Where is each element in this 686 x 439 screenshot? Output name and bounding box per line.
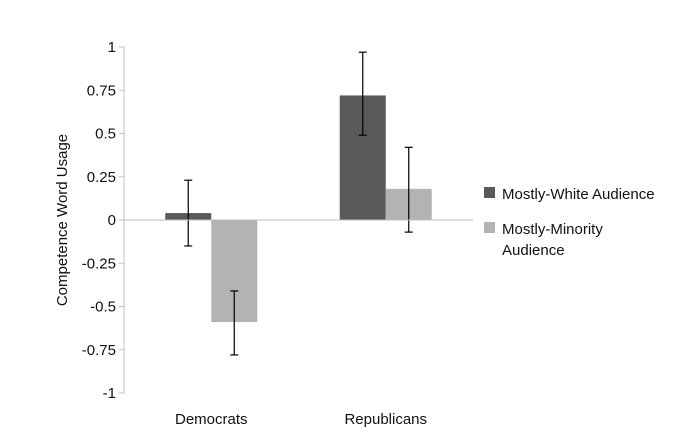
- y-tick-label: -0.5: [90, 299, 116, 316]
- x-category-label: Democrats: [175, 411, 248, 428]
- legend-item-mostly-minority: Mostly-Minority Audience: [484, 219, 674, 261]
- y-tick-label: -0.25: [82, 255, 116, 272]
- legend-label-mostly-minority: Mostly-Minority Audience: [502, 221, 603, 259]
- y-tick-label: -1: [103, 385, 116, 402]
- error-bars: [184, 51, 413, 356]
- y-tick-label: 0.25: [87, 169, 116, 186]
- y-tick-label: 0.75: [87, 82, 116, 99]
- legend-swatch-mostly-white: [484, 187, 495, 198]
- x-category-label: Republicans: [344, 411, 427, 428]
- legend-swatch-mostly-minority: [484, 222, 495, 233]
- bars: [165, 95, 432, 323]
- legend-label-mostly-white: Mostly-White Audience: [502, 186, 655, 203]
- y-tick-label: 0: [108, 212, 116, 229]
- y-axis-ticks: 1 0.75 0.5 0.25 0 -0.25 -0.5 -0.75 -1: [82, 39, 124, 402]
- y-tick-label: 1: [108, 39, 116, 56]
- legend: Mostly-White Audience Mostly-Minority Au…: [484, 184, 674, 275]
- y-tick-label: 0.5: [95, 126, 116, 143]
- y-axis-title: Competence Word Usage: [54, 134, 71, 306]
- legend-item-mostly-white: Mostly-White Audience: [484, 184, 674, 205]
- y-tick-label: -0.75: [82, 342, 116, 359]
- x-axis-labels: Democrats Republicans: [175, 411, 427, 428]
